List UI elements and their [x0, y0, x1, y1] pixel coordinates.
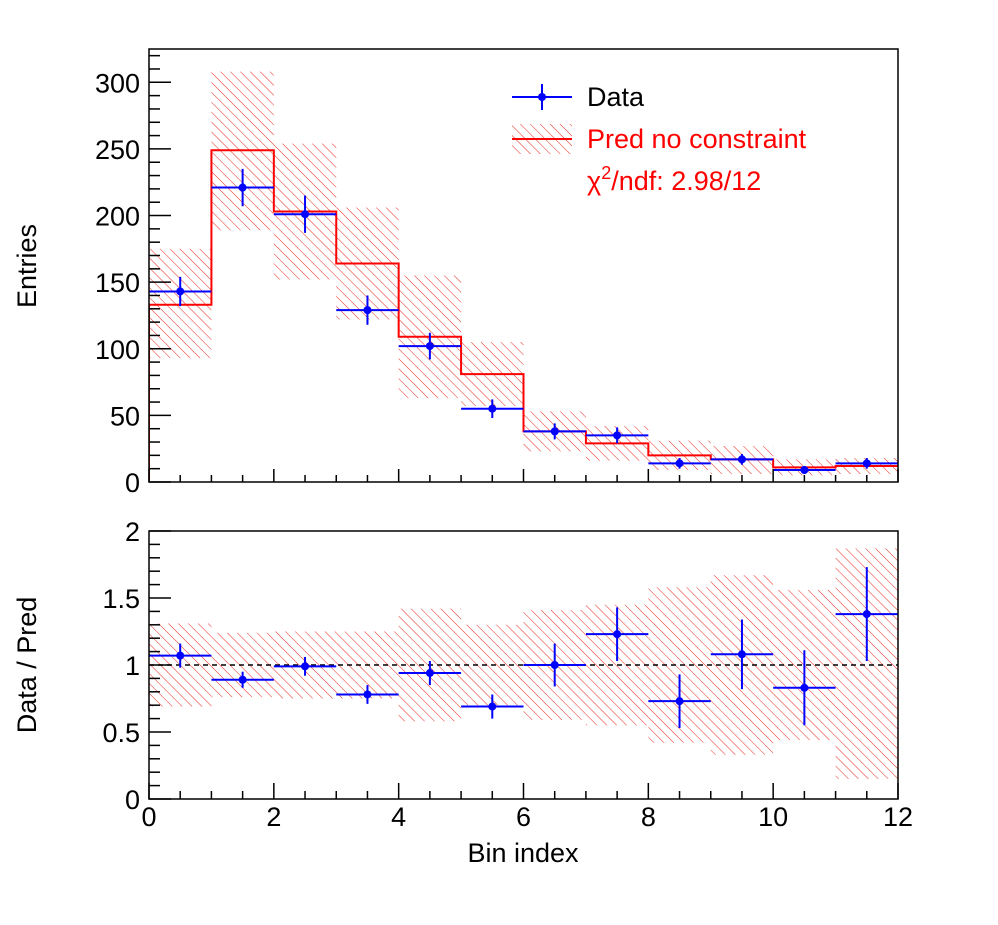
chi2-value: /ndf: 2.98/12 [611, 166, 761, 196]
data-point [550, 427, 559, 436]
ratio-point [363, 690, 372, 699]
chi2-symbol: χ [587, 166, 601, 196]
legend-entry-prediction: Pred no constraint [512, 124, 807, 154]
chi2-annotation: χ2/ndf: 2.98/12 [587, 163, 761, 196]
data-point [800, 466, 809, 475]
x-tick-label: 8 [641, 802, 656, 832]
ratio-uncertainty-band [149, 548, 898, 779]
bottom-y-axis: 0 0.5 1 1.5 2 [102, 517, 171, 815]
y-tick-label: 2 [125, 517, 140, 547]
data-point [363, 306, 372, 315]
data-point [425, 342, 434, 351]
data-point [176, 287, 185, 296]
data-points [149, 168, 898, 475]
data-point [301, 210, 310, 219]
ratio-point [425, 669, 434, 678]
legend-prediction-label: Pred no constraint [587, 124, 807, 154]
ratio-point [613, 630, 622, 639]
legend-entry-data: Data [512, 82, 645, 112]
ratio-point [550, 661, 559, 669]
data-point [675, 459, 684, 468]
bottom-y-axis-label: Data / Pred [12, 597, 42, 734]
legend-data-marker [538, 93, 546, 101]
ratio-point [862, 610, 871, 619]
y-tick-label: 300 [95, 68, 140, 98]
x-tick-label: 0 [141, 802, 156, 832]
bottom-panel: 0 0.5 1 1.5 2 0 2 4 6 8 10 12 Data / Pred Bin inde… [12, 517, 913, 868]
prediction-step-line [149, 149, 898, 482]
ratio-point [675, 697, 684, 706]
ratio-point [800, 683, 809, 692]
data-point [613, 431, 622, 440]
ratio-points [149, 567, 898, 728]
y-tick-label: 250 [95, 135, 140, 165]
y-tick-label: 0.5 [102, 718, 140, 748]
bottom-x-axis: 0 2 4 6 8 10 12 [141, 783, 913, 832]
ratio-point [488, 702, 497, 711]
x-tick-label: 10 [758, 802, 788, 832]
y-tick-label: 0 [125, 785, 140, 815]
y-tick-label: 1.5 [102, 584, 140, 614]
top-y-axis: 0 50 100 150 200 250 300 [95, 54, 171, 498]
y-tick-label: 150 [95, 268, 140, 298]
top-y-axis-label: Entries [12, 224, 42, 308]
x-tick-label: 4 [391, 802, 406, 832]
ratio-point [301, 662, 310, 671]
top-x-axis [148, 469, 899, 482]
legend: Data Pred no constraint χ2/ndf: 2.98/12 [512, 82, 807, 196]
x-tick-label: 6 [516, 802, 531, 832]
data-point [488, 404, 497, 413]
x-axis-label: Bin index [467, 838, 579, 868]
x-tick-label: 12 [883, 802, 913, 832]
prediction-histogram [149, 149, 898, 482]
data-point [238, 183, 247, 192]
legend-data-label: Data [587, 82, 645, 112]
data-point [862, 459, 871, 468]
x-tick-label: 2 [266, 802, 281, 832]
y-tick-label: 50 [110, 401, 140, 431]
y-tick-label: 200 [95, 202, 140, 232]
ratio-point [176, 651, 185, 660]
top-panel: 0 50 100 150 200 250 300 Entries Data Pred no … [12, 48, 899, 498]
ratio-point [737, 650, 746, 659]
data-point [737, 455, 746, 464]
ratio-point [238, 675, 247, 684]
y-tick-label: 100 [95, 335, 140, 365]
chi2-superscript: 2 [601, 163, 611, 183]
y-tick-label: 1 [125, 651, 140, 681]
y-tick-label: 0 [125, 468, 140, 498]
